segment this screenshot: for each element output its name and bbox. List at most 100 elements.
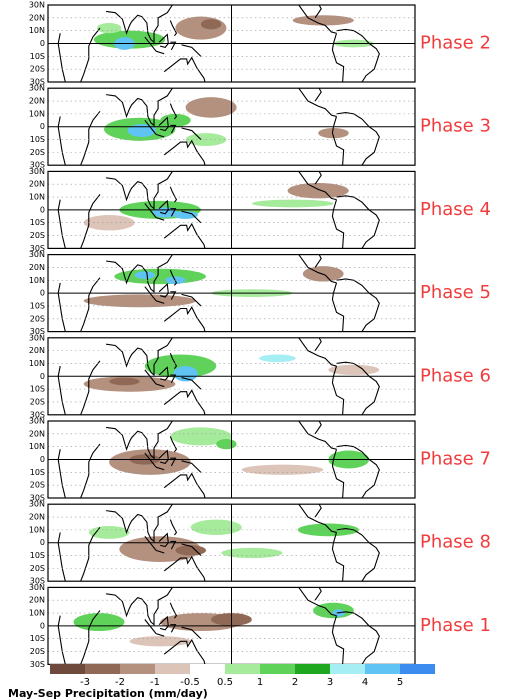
lat-label: 20S (30, 564, 45, 573)
lat-label: 20S (30, 148, 45, 157)
lat-label: 10S (30, 468, 45, 477)
anomaly-patch (73, 613, 125, 632)
coastline (163, 472, 206, 498)
coastline (298, 337, 337, 367)
anomaly-patch (313, 602, 354, 619)
anomaly-patch (127, 124, 157, 137)
coastline (170, 457, 177, 467)
lat-label: 0 (40, 455, 45, 464)
coastline (80, 360, 101, 415)
coastline (298, 587, 337, 617)
coastline (331, 33, 345, 82)
panel-frame (47, 87, 416, 166)
anomaly-patch (216, 438, 237, 450)
coastline (336, 28, 380, 82)
coastline (298, 171, 337, 201)
colorbar: -3 -2 -1 -0.5 0.5 1 2 3 4 5 May-Sep Precipitation … (8, 664, 435, 700)
lat-label: 30N (29, 167, 45, 176)
coastline (144, 286, 157, 302)
lat-label: 30S (30, 161, 45, 170)
colorbar-tick-label: -0.5 (180, 677, 200, 688)
anomaly-patch (221, 547, 283, 559)
lat-label: 20N (29, 429, 45, 438)
coastline (336, 444, 380, 498)
coastline (170, 291, 177, 300)
colorbar-tick-label: 5 (397, 677, 403, 688)
coastline (57, 615, 66, 665)
colorbar-swatch (155, 664, 190, 674)
lat-label: 0 (40, 39, 45, 48)
lat-label: 10S (30, 385, 45, 394)
lat-label: 20S (30, 314, 45, 323)
map-panel: 30N 20N 10N 0 10S 20S 30S Phase 6 (29, 333, 491, 419)
phase-label: Phase 3 (420, 116, 491, 137)
coastline (80, 526, 101, 582)
lat-label: 30N (29, 500, 45, 509)
phase-label: Phase 1 (420, 615, 491, 636)
coastline (331, 116, 345, 166)
anomaly-patch (241, 464, 324, 475)
lat-label: 0 (40, 205, 45, 214)
anomaly-patch (190, 519, 242, 535)
colorbar-swatch (190, 664, 225, 674)
map-panel: 30N 20N 10N 0 10S 20S 30S Phase 5 (29, 250, 491, 336)
coastline (181, 127, 202, 140)
coastline (155, 50, 165, 55)
anomaly-patch (173, 211, 198, 219)
coastline (298, 504, 337, 533)
coastline (106, 337, 173, 377)
coastline (163, 555, 206, 582)
coastline (314, 5, 322, 19)
anomaly-patch (200, 19, 222, 30)
coastline (163, 389, 206, 415)
phase-label: Phase 6 (420, 365, 491, 386)
lat-label: 0 (40, 372, 45, 381)
phase-label: Phase 8 (420, 532, 491, 553)
lat-label: 10S (30, 135, 45, 144)
coastline (169, 20, 178, 37)
coastline (144, 203, 157, 218)
coastline (155, 300, 165, 304)
lat-label: 30N (29, 250, 45, 259)
coastline (331, 532, 345, 582)
colorbar-tick-label: 3 (327, 677, 333, 688)
phase-label: Phase 5 (420, 282, 491, 303)
colorbar-tick-label: 2 (292, 677, 298, 688)
coastline (80, 27, 101, 82)
coastline (144, 619, 157, 634)
lat-label: 10S (30, 634, 45, 643)
colorbar-swatch (260, 664, 295, 674)
anomaly-field (57, 587, 380, 665)
coastline (336, 611, 380, 665)
colorbar-title: May-Sep Precipitation (mm/day) (8, 687, 208, 700)
coastline (314, 337, 322, 351)
coastline (314, 421, 322, 435)
coastline (331, 449, 345, 498)
coastline (57, 199, 66, 249)
coastline (144, 535, 157, 551)
coastline (57, 33, 66, 82)
colorbar-tick-label: 0.5 (217, 677, 233, 688)
coastline (170, 124, 177, 134)
colorbar-tick-label: -1 (150, 677, 160, 688)
lat-label: 20S (30, 65, 45, 74)
coastline (181, 377, 202, 390)
coastline (336, 195, 380, 249)
coastline (80, 443, 101, 498)
anomaly-patch (318, 127, 349, 139)
anomaly-patch (170, 427, 232, 446)
panel-frame (47, 420, 416, 499)
anomaly-patch (173, 366, 198, 382)
coastline (169, 186, 178, 203)
anomaly-patch (287, 182, 349, 199)
coastline (298, 421, 337, 450)
coastline (314, 254, 322, 268)
coastline (155, 633, 165, 637)
lat-label: 30S (30, 244, 45, 253)
coastline (170, 208, 177, 217)
lat-label: 30N (29, 583, 45, 592)
anomaly-patch (134, 271, 156, 279)
coastline (169, 269, 178, 286)
lat-label: 10N (29, 193, 45, 202)
panel-frame (47, 4, 416, 83)
